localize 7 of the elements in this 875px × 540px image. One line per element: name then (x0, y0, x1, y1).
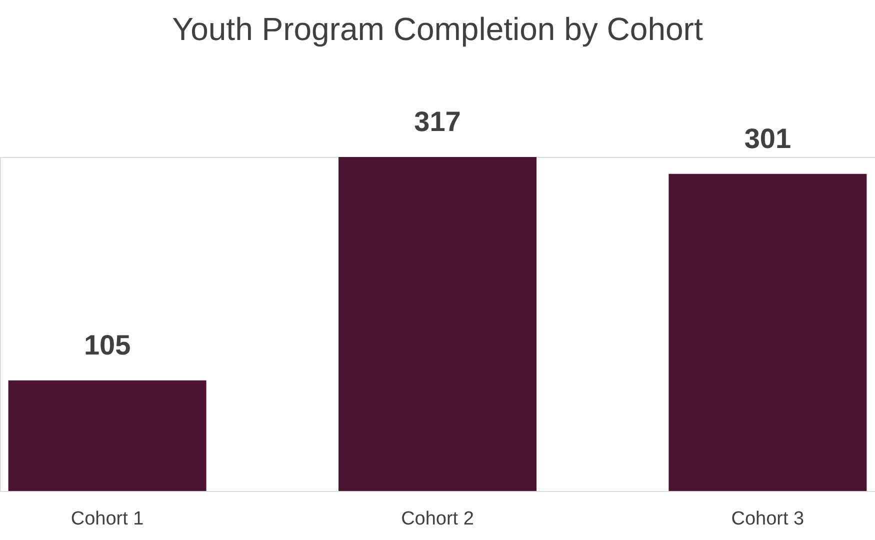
data-label: 301 (744, 122, 792, 154)
x-tick-label: Cohort 2 (401, 508, 474, 530)
x-tick-label: Cohort 3 (731, 508, 804, 530)
chart-title: Youth Program Completion by Cohort (172, 11, 703, 47)
data-label: 105 (84, 329, 131, 360)
data-label: 317 (414, 106, 461, 137)
x-tick-label: Cohort 1 (70, 508, 144, 530)
